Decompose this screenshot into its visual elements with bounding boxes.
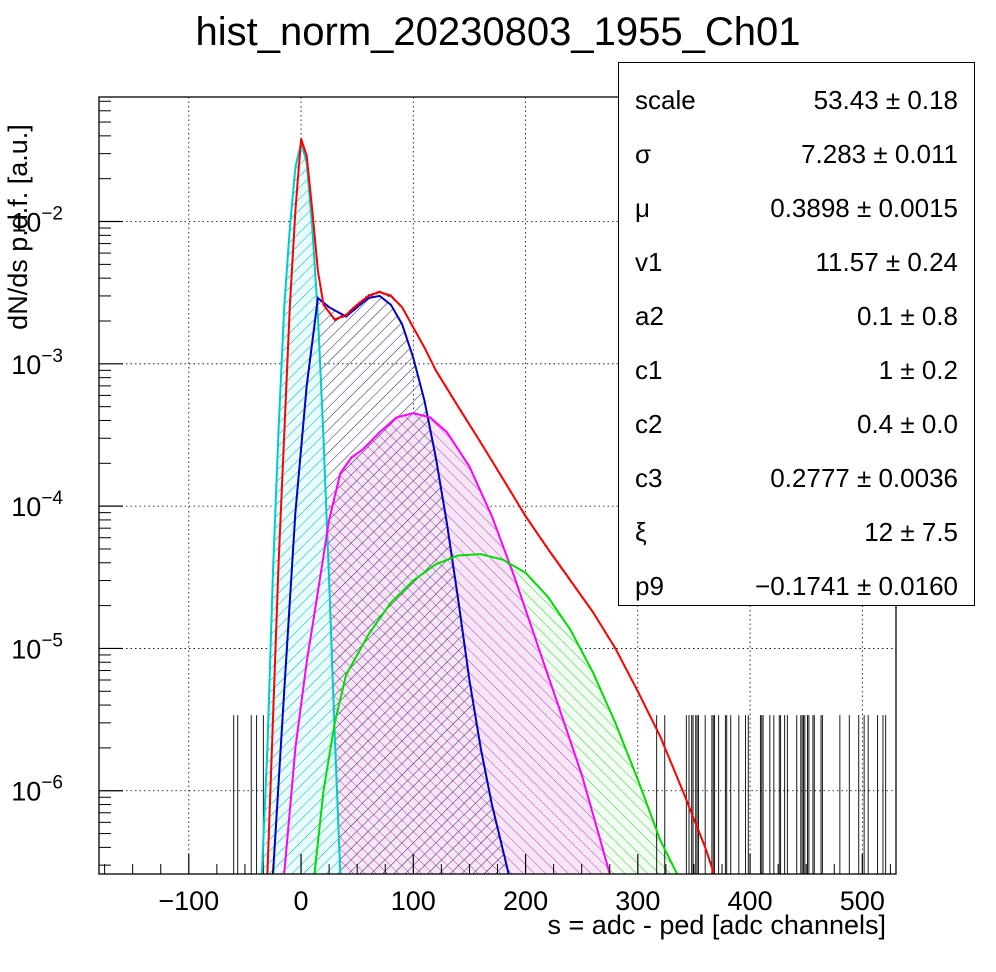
x-axis-label: s = adc - ped [adc channels] xyxy=(547,910,886,940)
stat-value: 1 ± 0.2 xyxy=(878,355,958,385)
fit-stats-box: scale 53.43 ± 0.18 σ 7.283 ± 0.011 μ 0.3… xyxy=(618,62,975,606)
stat-value: 7.283 ± 0.011 xyxy=(801,139,958,169)
chart-title: hist_norm_20230803_1955_Ch01 xyxy=(195,10,801,54)
x-tick-label: 0 xyxy=(294,886,309,916)
stat-row-mu: μ 0.3898 ± 0.0015 xyxy=(619,181,974,235)
stat-name: μ xyxy=(635,193,650,223)
stat-row-c3: c3 0.2777 ± 0.0036 xyxy=(619,451,974,505)
component-fills xyxy=(261,142,678,874)
stat-value: −0.1741 ± 0.0160 xyxy=(755,571,958,601)
fit-curve xyxy=(313,553,678,874)
y-tick-label: 10−3 xyxy=(11,346,63,380)
y-tick-label: 10−6 xyxy=(11,773,63,807)
axis-ticks: −100 0 100 200 300 400 500 10−2 10−3 10−4 10−5 10−6 xyxy=(11,100,891,916)
stat-row-xi: ξ 12 ± 7.5 xyxy=(619,505,974,559)
stat-value: 0.4 ± 0.0 xyxy=(856,409,958,439)
stat-value: 0.1 ± 0.8 xyxy=(856,301,958,331)
stat-row-scale: scale 53.43 ± 0.18 xyxy=(619,73,974,127)
stat-value: 12 ± 7.5 xyxy=(864,517,958,547)
stat-name: c2 xyxy=(635,409,663,439)
stat-row-v1: v1 11.57 ± 0.24 xyxy=(619,235,974,289)
stat-value: 11.57 ± 0.24 xyxy=(815,247,958,277)
x-tick-label: −100 xyxy=(158,886,219,916)
stat-row-sigma: σ 7.283 ± 0.011 xyxy=(619,127,974,181)
stat-name: a2 xyxy=(635,301,664,331)
x-tick-label: 300 xyxy=(615,886,660,916)
y-tick-label: 10−4 xyxy=(11,488,63,522)
fit-curves xyxy=(260,138,716,874)
stat-name: p9 xyxy=(635,571,664,601)
x-tick-label: 100 xyxy=(391,886,436,916)
fit-curve xyxy=(272,294,510,874)
stat-name: v1 xyxy=(635,247,663,277)
stat-name: scale xyxy=(635,85,696,115)
y-tick-label: 10−2 xyxy=(11,204,63,238)
stat-row-p9: p9 −0.1741 ± 0.0160 xyxy=(619,559,974,613)
stat-row-c2: c2 0.4 ± 0.0 xyxy=(619,397,974,451)
fit-curve xyxy=(266,138,716,874)
stat-value: 0.2777 ± 0.0036 xyxy=(770,463,958,493)
stat-row-c1: c1 1 ± 0.2 xyxy=(619,343,974,397)
stat-value: 53.43 ± 0.18 xyxy=(813,85,958,115)
x-tick-label: 200 xyxy=(503,886,548,916)
stat-name: c1 xyxy=(635,355,663,385)
stat-name: σ xyxy=(635,139,652,169)
stat-value: 0.3898 ± 0.0015 xyxy=(770,193,958,223)
fit-curve xyxy=(283,412,611,874)
stat-row-a2: a2 0.1 ± 0.8 xyxy=(619,289,974,343)
x-tick-label: 400 xyxy=(728,886,773,916)
stat-name: c3 xyxy=(635,463,663,493)
component-fill xyxy=(261,142,341,874)
y-tick-label: 10−5 xyxy=(11,630,63,664)
x-tick-label: 500 xyxy=(840,886,885,916)
stat-name: ξ xyxy=(635,517,647,547)
